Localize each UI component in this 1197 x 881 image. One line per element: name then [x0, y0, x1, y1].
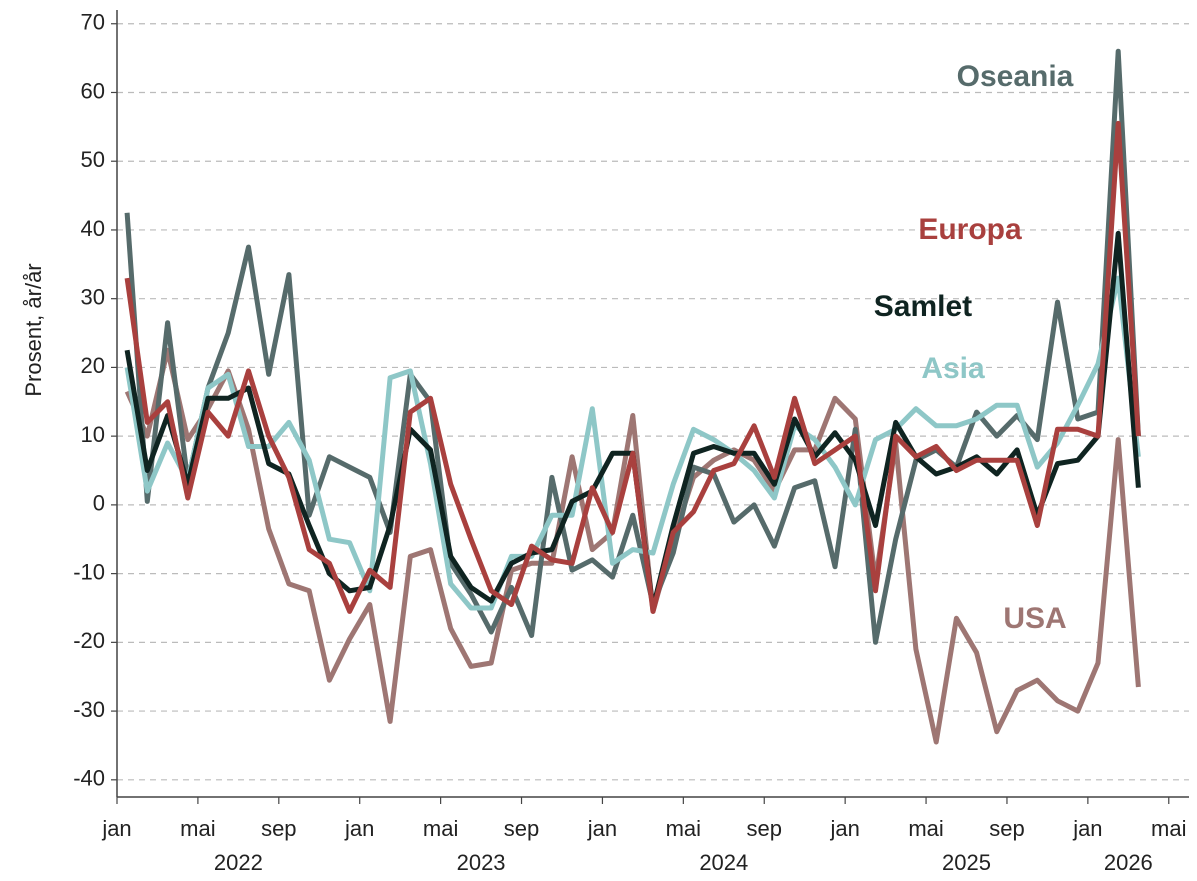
- x-tick-label: sep: [747, 816, 782, 841]
- y-tick-label: 20: [81, 353, 105, 378]
- y-tick-label: 70: [81, 10, 105, 35]
- series-label: Samlet: [874, 290, 972, 323]
- series-label: Asia: [921, 352, 985, 385]
- x-tick-label: mai: [1151, 816, 1186, 841]
- x-tick-label: jan: [344, 816, 374, 841]
- series-label: USA: [1003, 602, 1066, 635]
- series-line: [124, 120, 1141, 614]
- x-tick-label: mai: [666, 816, 701, 841]
- x-tick-label: jan: [587, 816, 617, 841]
- x-tick-label: jan: [829, 816, 859, 841]
- year-label: 2022: [214, 850, 263, 875]
- x-tick-label: mai: [908, 816, 943, 841]
- year-label: 2024: [699, 850, 748, 875]
- y-tick-label: 50: [81, 147, 105, 172]
- x-tick-label: sep: [261, 816, 296, 841]
- x-tick-label: jan: [101, 816, 131, 841]
- y-tick-label: -10: [73, 559, 105, 584]
- year-label: 2025: [942, 850, 991, 875]
- x-tick-label: mai: [180, 816, 215, 841]
- y-tick-label: 60: [81, 78, 105, 103]
- x-tick-label: sep: [504, 816, 539, 841]
- y-tick-label: -40: [73, 766, 105, 791]
- y-axis-label: Prosent, år/år: [21, 263, 46, 396]
- y-tick-label: 30: [81, 284, 105, 309]
- series-label: Oseania: [957, 60, 1074, 93]
- x-tick-label: sep: [989, 816, 1024, 841]
- y-tick-label: 40: [81, 216, 105, 241]
- x-tick-label: jan: [1072, 816, 1102, 841]
- year-label: 2023: [457, 850, 506, 875]
- series-line: [124, 347, 1141, 745]
- y-tick-label: 0: [93, 491, 105, 516]
- y-tick-label: 10: [81, 422, 105, 447]
- series-label: Europa: [918, 213, 1022, 246]
- series-line: [124, 48, 1141, 645]
- series-line: [124, 275, 1141, 611]
- y-tick-label: -20: [73, 628, 105, 653]
- y-tick-label: -30: [73, 697, 105, 722]
- x-tick-label: mai: [423, 816, 458, 841]
- year-label: 2026: [1104, 850, 1153, 875]
